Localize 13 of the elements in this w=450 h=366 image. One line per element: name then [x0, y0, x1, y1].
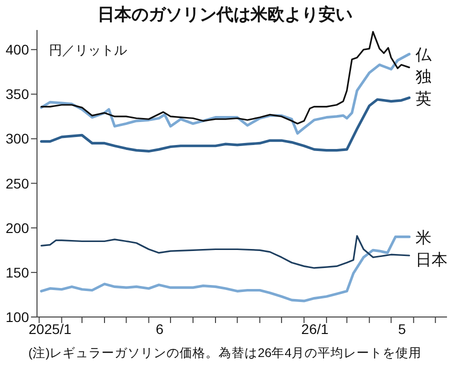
y-tick-label: 300 [6, 130, 30, 147]
x-tick-label: 2025/1 [28, 321, 72, 337]
x-tick-label: 6 [156, 321, 164, 337]
title: 日本のガソリン代は米欧より安い [98, 5, 352, 24]
ylabel: 円／リットル [49, 42, 127, 58]
y-tick-label: 150 [6, 264, 30, 280]
y-tick-label: 350 [6, 86, 30, 102]
y-tick-label: 200 [6, 220, 30, 236]
x-tick-label: 26/1 [301, 321, 329, 337]
y-tick-label: 100 [6, 309, 30, 325]
x-tick-label: 5 [398, 321, 406, 337]
y-tick-label: 250 [6, 175, 30, 192]
y-tick-label: 400 [6, 42, 30, 58]
